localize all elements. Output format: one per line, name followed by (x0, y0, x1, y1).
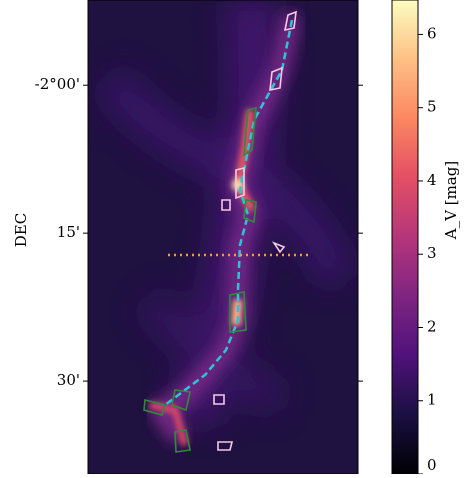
y-tick-label: -2°00' (35, 75, 80, 93)
colorbar-tick-label: 2 (427, 317, 437, 335)
y-axis-label: DEC (12, 213, 30, 247)
y-tick-label: 30' (57, 371, 80, 389)
colorbar-tick-label: 1 (427, 391, 437, 409)
colorbar-tick-label: 5 (427, 98, 437, 116)
colorbar-tick-label: 6 (427, 24, 437, 42)
colorbar-tick-label: 4 (427, 171, 437, 189)
colorbar-tick-label: 0 (427, 456, 437, 474)
extinction-map (88, 0, 358, 474)
y-tick-label: 15' (57, 223, 80, 241)
colorbar (391, 0, 419, 475)
colorbar-tick-label: 3 (427, 244, 437, 262)
colorbar-label: A_V [mag] (442, 161, 460, 240)
